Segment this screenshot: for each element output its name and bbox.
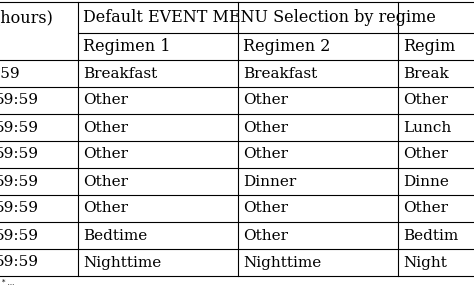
Text: Regimen 1: Regimen 1	[83, 38, 171, 55]
Text: Default EVENT MENU Selection by regime: Default EVENT MENU Selection by regime	[83, 9, 436, 26]
Text: Other: Other	[403, 201, 448, 216]
Text: Breakfast: Breakfast	[83, 67, 157, 81]
Text: Other: Other	[403, 93, 448, 107]
Text: :59: :59	[0, 67, 19, 81]
Text: 59:59: 59:59	[0, 175, 39, 189]
Text: Nighttime: Nighttime	[243, 255, 321, 269]
Text: 59:59: 59:59	[0, 148, 39, 162]
Text: Regimen 2: Regimen 2	[243, 38, 330, 55]
Text: 59:59: 59:59	[0, 120, 39, 134]
Text: Night: Night	[403, 255, 447, 269]
Text: Bedtim: Bedtim	[403, 228, 458, 242]
Text: Lunch: Lunch	[403, 120, 451, 134]
Text: (hours): (hours)	[0, 9, 54, 26]
Text: Bedtime: Bedtime	[83, 228, 147, 242]
Text: Other: Other	[83, 93, 128, 107]
Text: Other: Other	[403, 148, 448, 162]
Text: Dinner: Dinner	[243, 175, 296, 189]
Text: Dinne: Dinne	[403, 175, 449, 189]
Text: Break: Break	[403, 67, 449, 81]
Text: Nighttime: Nighttime	[83, 255, 161, 269]
Text: 59:59: 59:59	[0, 201, 39, 216]
Text: Other: Other	[83, 148, 128, 162]
Text: Regim: Regim	[403, 38, 455, 55]
Text: Other: Other	[83, 201, 128, 216]
Text: Other: Other	[243, 148, 288, 162]
Text: 59:59: 59:59	[0, 255, 39, 269]
Text: Breakfast: Breakfast	[243, 67, 317, 81]
Text: Other: Other	[83, 175, 128, 189]
Text: 59:59: 59:59	[0, 228, 39, 242]
Text: Other: Other	[243, 93, 288, 107]
Text: Other: Other	[243, 201, 288, 216]
Text: Other: Other	[243, 120, 288, 134]
Text: Other: Other	[243, 228, 288, 242]
Text: Other: Other	[83, 120, 128, 134]
Text: 59:59: 59:59	[0, 93, 39, 107]
Text: * ...: * ...	[2, 279, 14, 287]
